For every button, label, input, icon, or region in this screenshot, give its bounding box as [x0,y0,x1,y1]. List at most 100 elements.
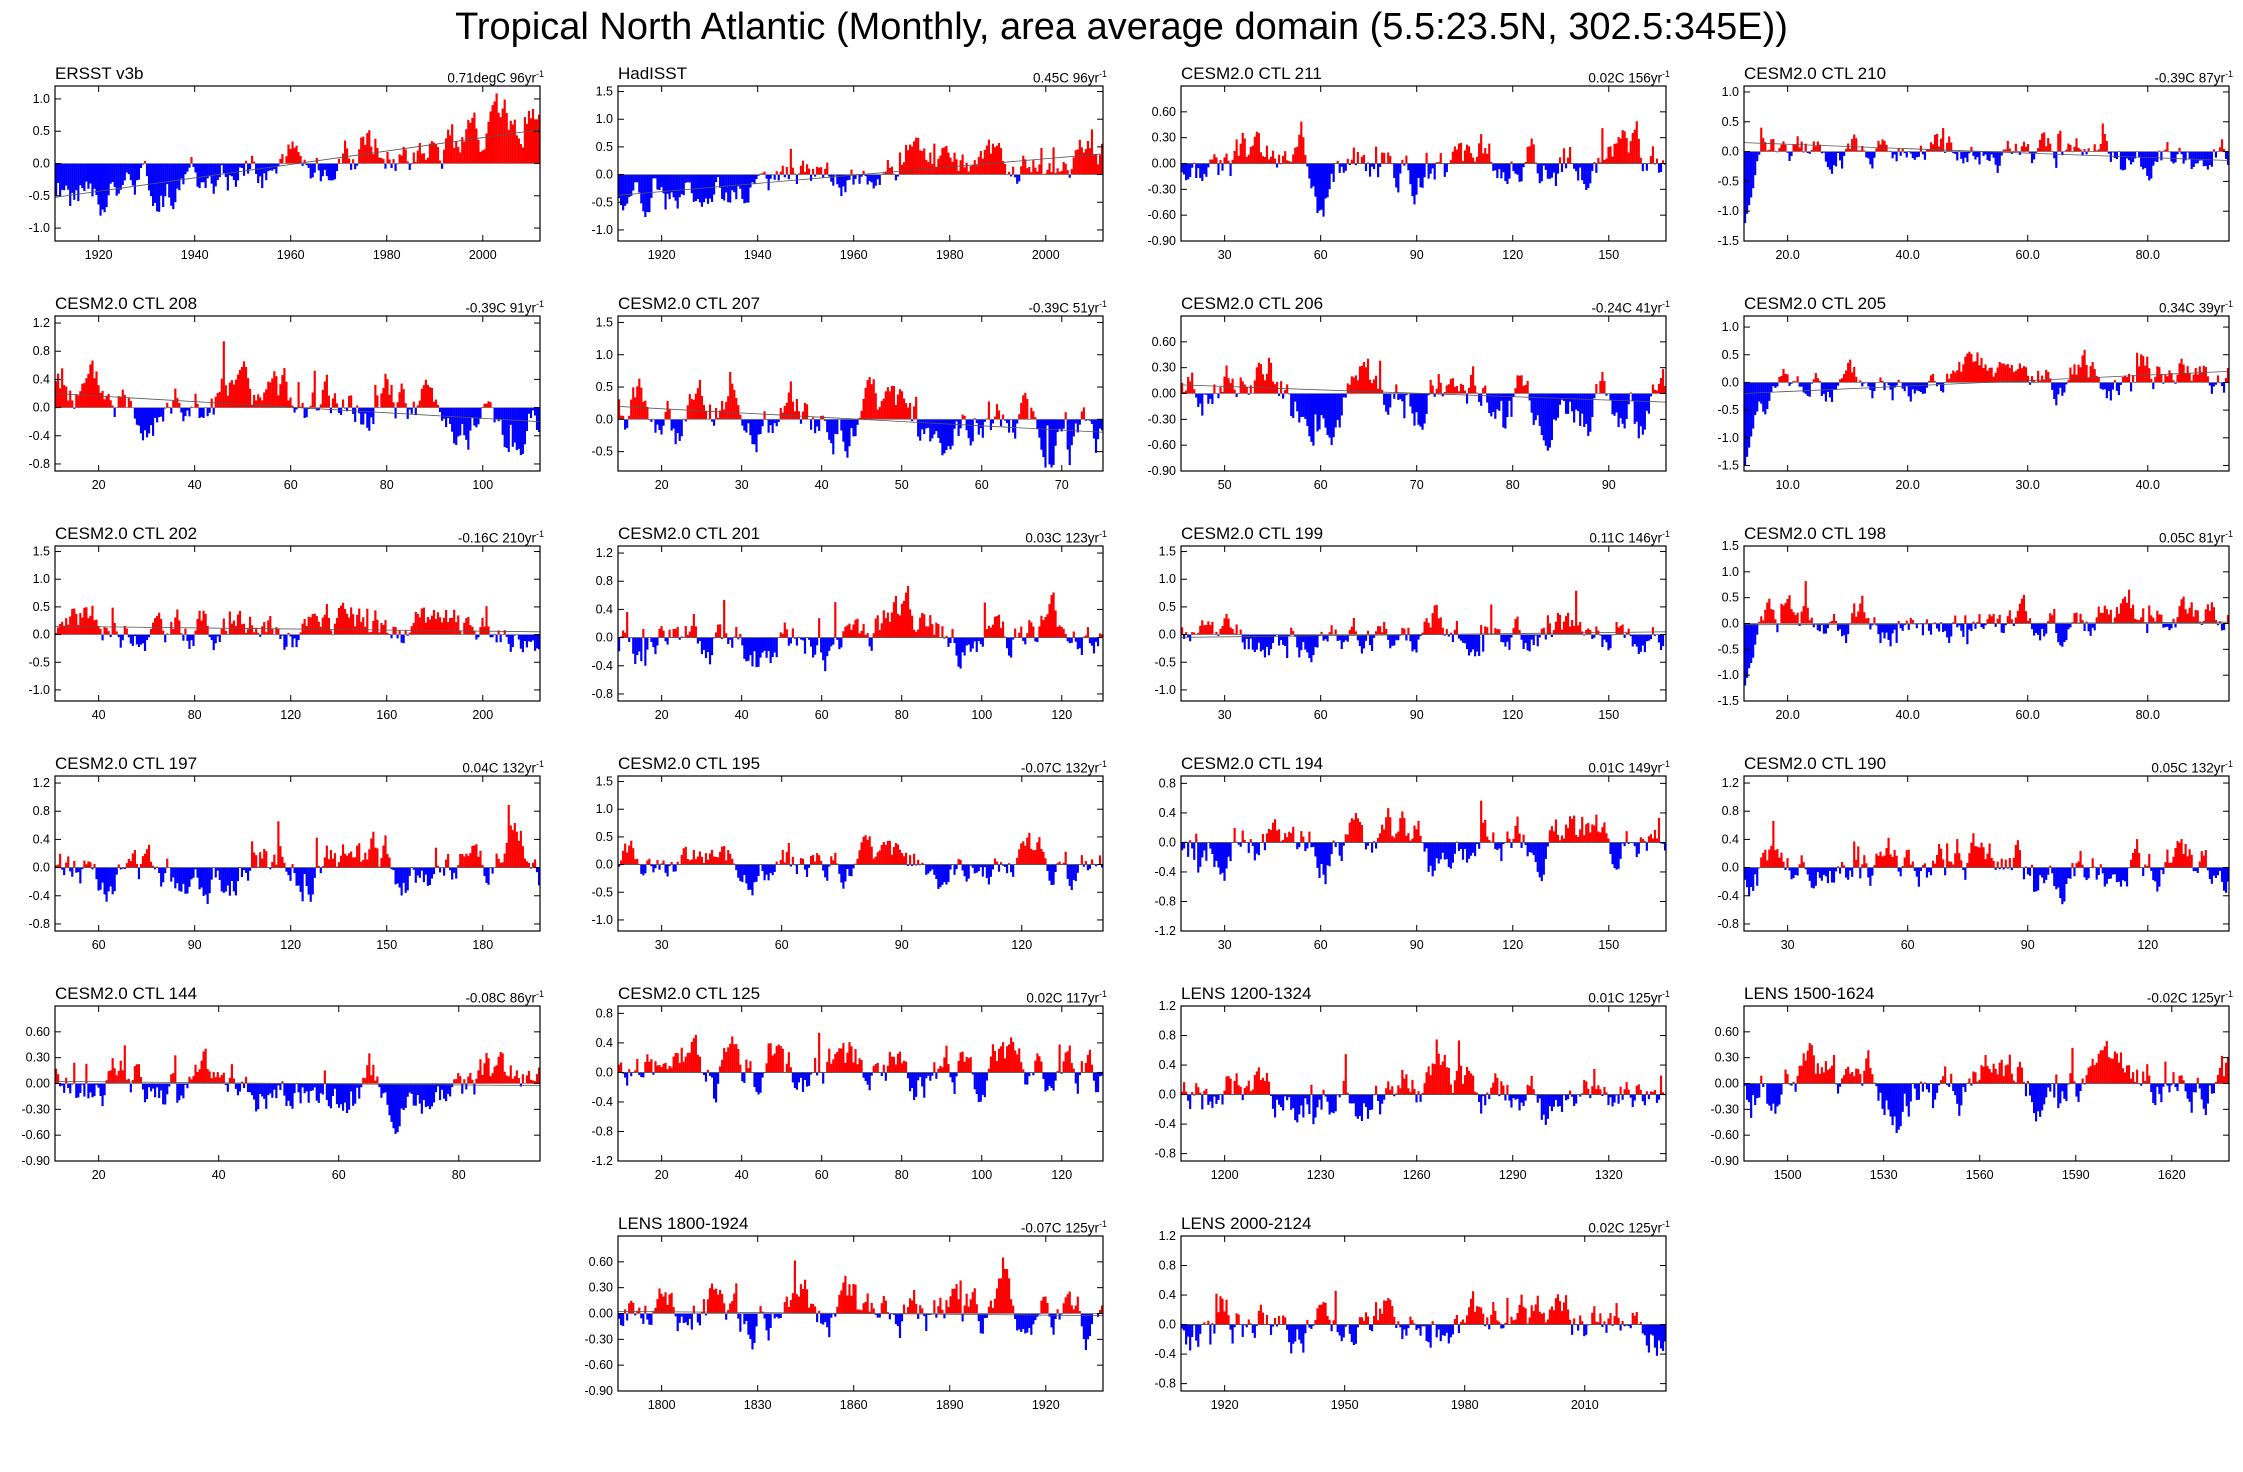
anomaly-bar [692,613,695,638]
anomaly-bar [525,124,529,164]
anomaly-bar [991,419,995,424]
anomaly-bar [1556,1094,1560,1107]
anomaly-bar [1092,1072,1096,1081]
anomaly-bar [902,856,906,865]
anomaly-bar [854,619,857,638]
anomaly-bar [222,867,225,893]
trend-line [1180,631,1667,638]
anomaly-bar [1391,634,1394,646]
anomaly-bar [1387,393,1390,415]
anomaly-bar [285,634,288,647]
anomaly-bar [467,1076,470,1084]
anomaly-bar [834,174,837,176]
trend-period: 146yr [1628,530,1662,546]
y-tick-label: -0.4 [1154,865,1176,879]
anomaly-bar [2210,151,2213,167]
anomaly-bar [2222,867,2226,891]
anomaly-bar [989,864,992,877]
anomaly-bar [2206,867,2209,871]
y-tick-label: 0.0 [33,628,50,642]
anomaly-bar [1314,163,1317,197]
anomaly-bar [1259,364,1262,394]
anomaly-bar [1806,1050,1809,1084]
y-tick-label: 0.0 [33,157,50,171]
anomaly-bar [321,1083,324,1095]
anomaly-bar [311,613,314,635]
anomaly-bar [238,163,242,168]
x-tick-label: 80 [380,478,394,492]
trend-line [54,625,541,633]
anomaly-bar [1516,816,1519,843]
anomaly-bar [1052,147,1055,175]
anomaly-bar [826,864,829,881]
anomaly-bar [2028,618,2032,624]
anomaly-bar [331,398,335,408]
anomaly-bar [652,174,655,179]
anomaly-bar [1832,867,1836,883]
anomaly-bar [198,407,201,419]
anomaly-bar [1298,393,1301,423]
anomaly-bar [2144,365,2147,383]
anomaly-bar [676,861,679,865]
anomaly-bar [174,388,177,408]
anomaly-bar [2103,134,2106,152]
x-tick-label: 120 [1011,938,1032,952]
anomaly-bar [959,419,962,429]
anomaly-bar [390,634,393,639]
anomaly-bar [1467,1070,1471,1095]
anomaly-bar [1195,833,1198,843]
anomaly-bar [1504,1094,1507,1101]
anomaly-bar [1637,634,1640,654]
anomaly-bar [662,419,665,426]
anomaly-bar [388,857,391,868]
anomaly-bar [1992,860,1995,868]
anomaly-bar [1393,837,1396,843]
anomaly-bar [453,407,456,444]
anomaly-bar [1569,147,1572,164]
anomaly-bar [1219,628,1222,635]
anomaly-bar [1948,136,1951,152]
anomaly-bar [305,407,308,418]
anomaly-bar [1427,163,1430,179]
anomaly-bar [816,1072,819,1076]
anomaly-bar [61,867,64,870]
anomaly-bar [1405,155,1408,164]
anomaly-bar [2184,609,2187,624]
y-tick-label: 1.0 [33,572,50,586]
anomaly-bar [127,1078,130,1084]
anomaly-bar [269,616,272,635]
y-tick-label: -0.8 [591,1124,613,1138]
anomaly-bar [1064,1052,1067,1073]
anomaly-bar [1810,382,1813,384]
anomaly-bar [846,625,849,638]
anomaly-bar [888,621,891,638]
anomaly-bar [2045,369,2048,383]
anomaly-bar [457,1073,460,1084]
anomaly-bar [253,1083,256,1100]
anomaly-bar [1516,163,1519,175]
anomaly-bar [969,166,972,175]
anomaly-bar [826,419,829,433]
anomaly-bar [519,634,522,649]
anomaly-bar [715,856,718,865]
anomaly-bar [259,163,262,177]
anomaly-bar [1566,1094,1570,1100]
panel-10: CESM2.0 CTL 201 0.03C 123yr-1 1.2 0.8 0.4 0.0… [561,524,1124,729]
anomaly-bar [331,1083,335,1096]
anomaly-bar [1308,831,1311,843]
anomaly-bar [147,1083,151,1088]
anomaly-bar [620,174,623,206]
anomaly-bar [1486,393,1489,403]
anomaly-bar [83,860,86,868]
anomaly-bar [1088,419,1092,421]
anomaly-bar [154,867,157,870]
anomaly-bar [921,419,924,430]
anomaly-bar [436,865,440,868]
anomaly-bar [1639,393,1642,427]
anomaly-bar [656,1065,659,1073]
anomaly-bar [1647,393,1650,414]
anomaly-bar [886,387,889,420]
anomaly-bar [1663,842,1667,851]
anomaly-bar [1223,618,1226,635]
x-tick-label: 120 [1502,708,1523,722]
